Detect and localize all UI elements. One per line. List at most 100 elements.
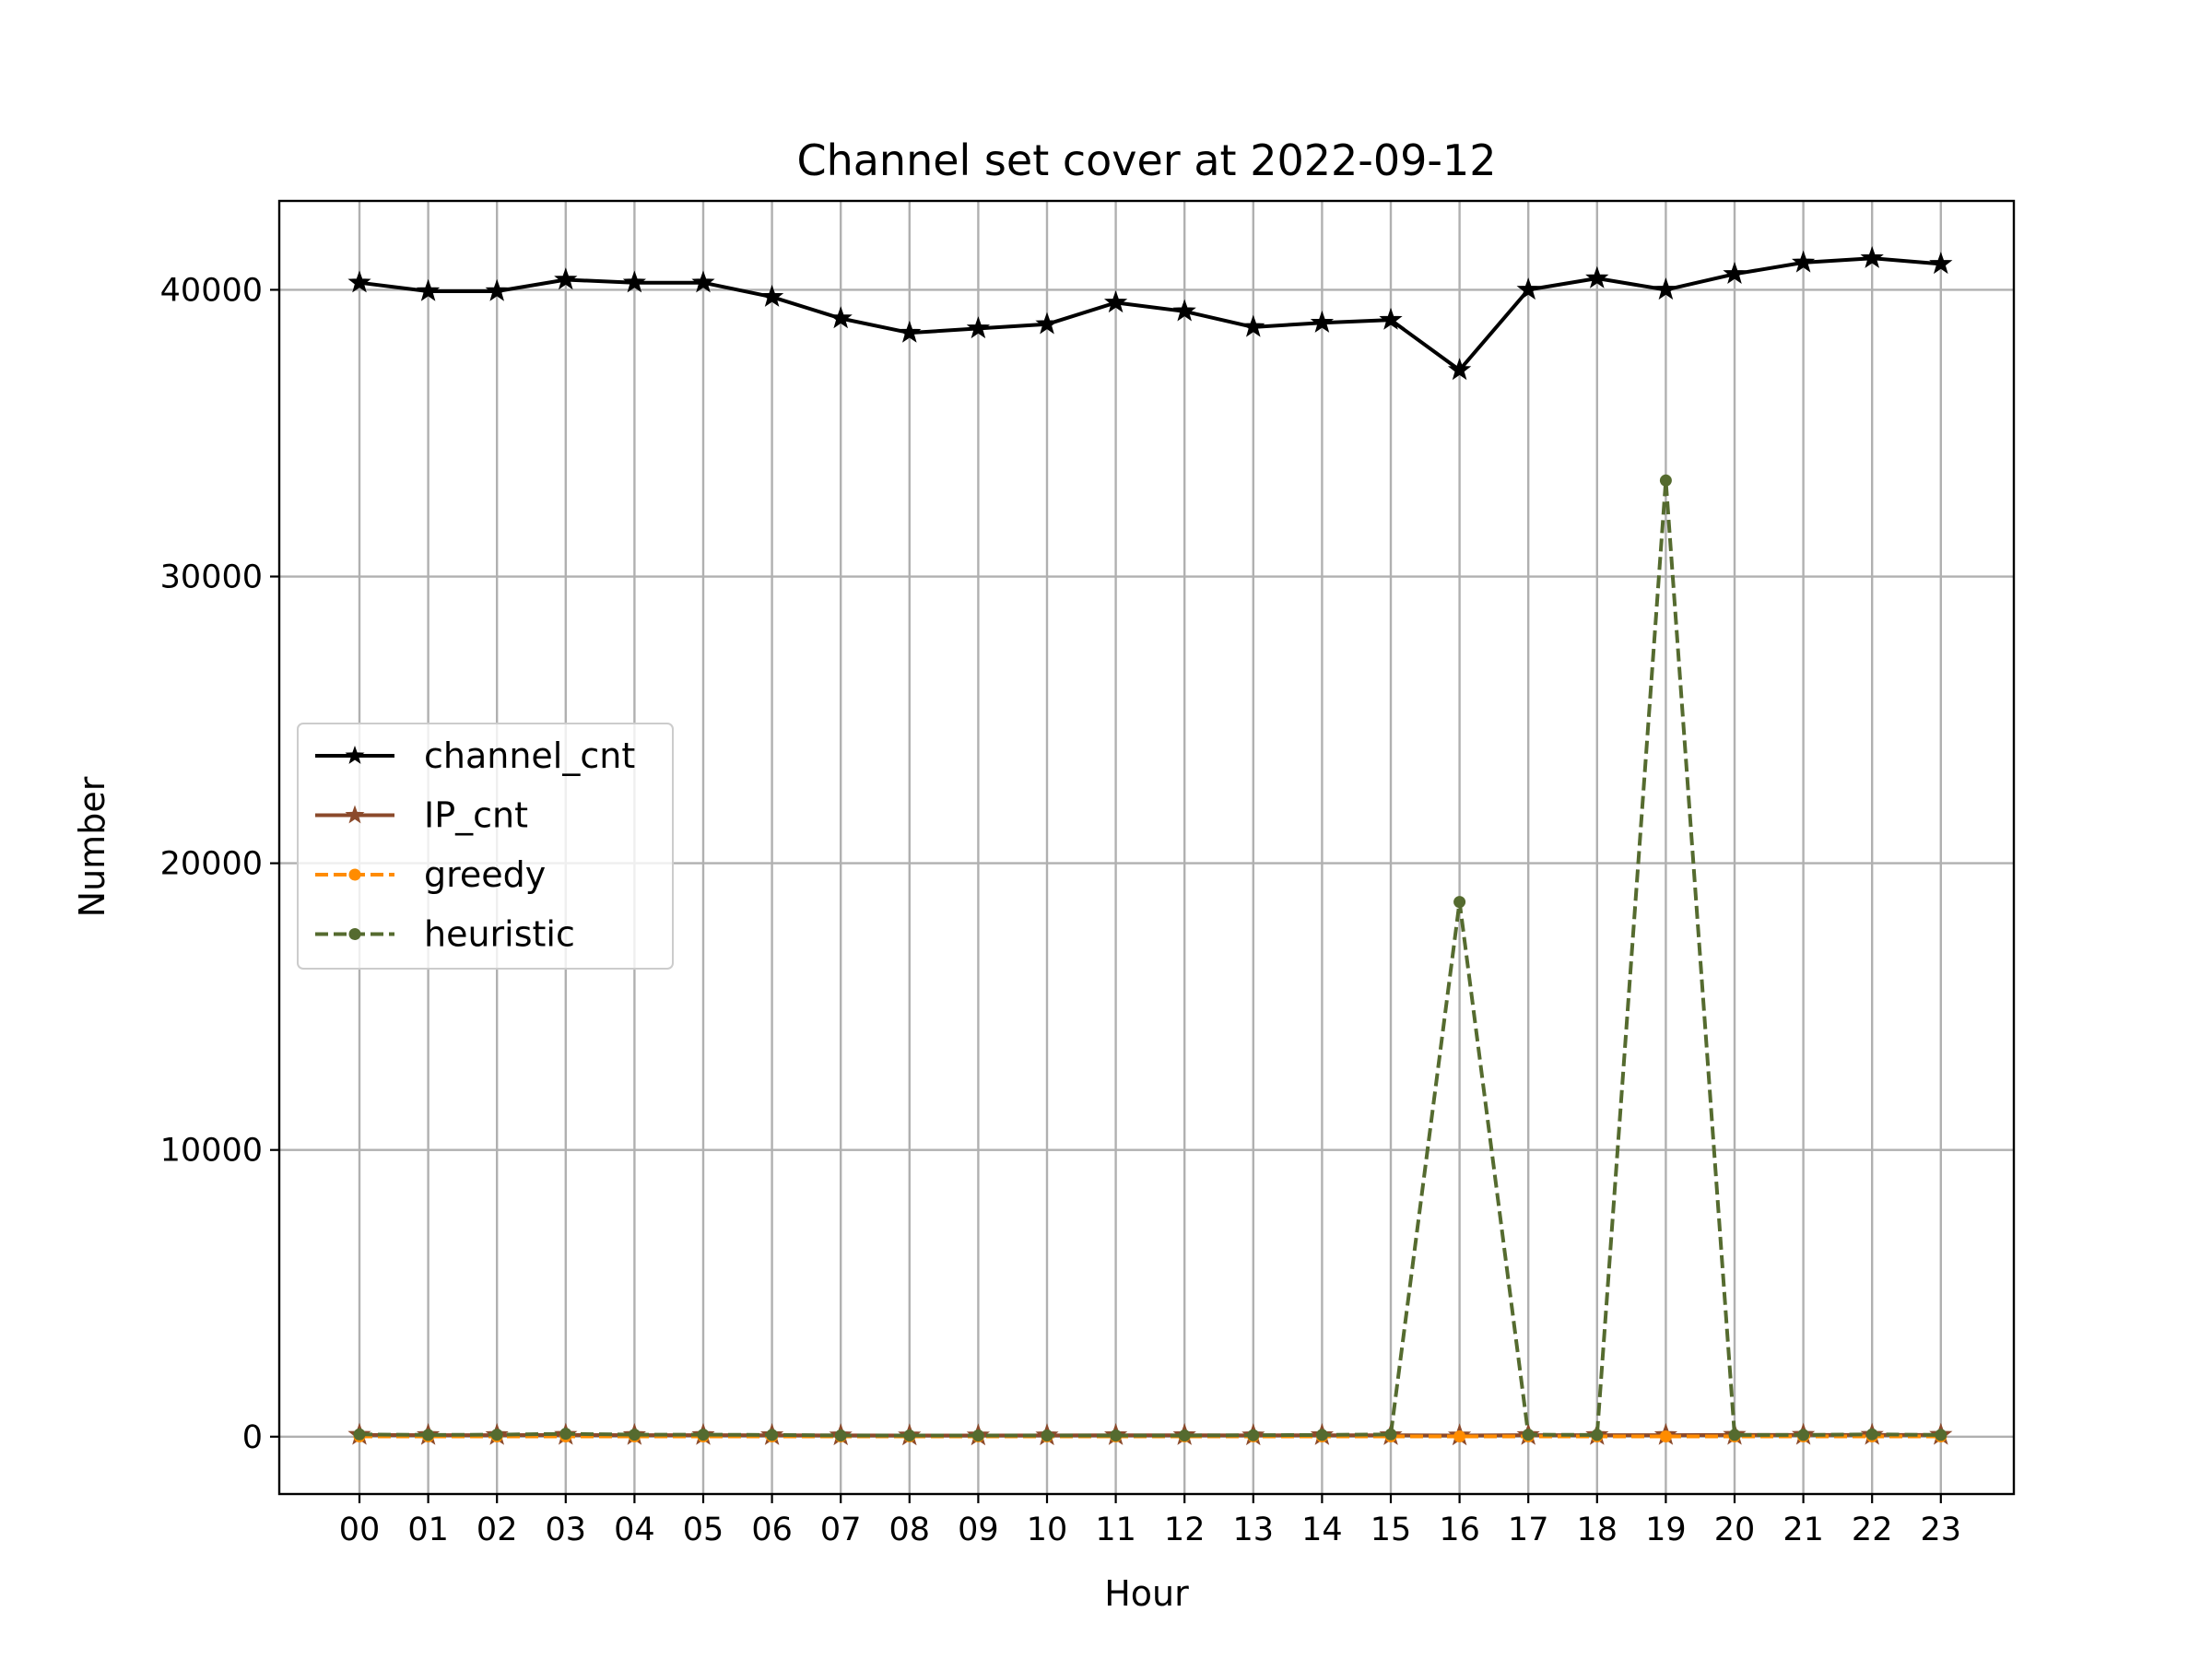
data-point [1453,1430,1466,1442]
x-tick-label: 09 [958,1512,999,1548]
legend-item-channel_cnt: channel_cnt [315,735,635,776]
data-point [1110,1430,1123,1442]
legend-marker [348,928,361,940]
x-tick-label: 18 [1577,1512,1618,1548]
x-tick-label: 16 [1439,1512,1480,1548]
x-tick-label: 04 [614,1512,655,1548]
x-tick-label: 20 [1714,1512,1756,1548]
x-tick-label: 19 [1645,1512,1687,1548]
data-point [759,284,784,307]
data-point [1103,290,1128,313]
x-tick-label: 11 [1095,1512,1136,1548]
data-point [766,1429,779,1441]
legend-label: IP_cnt [424,795,528,836]
data-point [1653,277,1678,300]
x-tick-label: 01 [407,1512,449,1548]
data-point [1728,1429,1741,1441]
y-axis-label: Number [72,776,112,917]
legend-label: heuristic [424,914,575,955]
x-axis-label: Hour [1104,1573,1189,1614]
legend-label: channel_cnt [424,735,635,776]
legend-box [297,723,674,970]
data-point [1379,307,1403,330]
data-point [903,1430,916,1442]
grid [279,201,2014,1494]
x-tick-label: 15 [1371,1512,1412,1548]
series-line-IP_cnt [359,1432,1941,1438]
legend-item-IP_cnt: IP_cnt [315,795,528,836]
x-tick-label: 05 [683,1512,724,1548]
data-point [416,278,441,301]
data-point [1792,250,1816,273]
data-point [1865,1428,1878,1441]
data-point [490,1429,503,1441]
y-tick-label: 10000 [160,1133,263,1170]
data-point [898,320,922,343]
data-point [1172,299,1196,322]
data-point [1035,312,1059,335]
x-tick-label: 10 [1027,1512,1068,1548]
data-point [353,1428,366,1441]
data-point [1041,1430,1053,1442]
y-tick-label: 0 [242,1419,263,1456]
y-tick-label: 20000 [160,846,263,883]
x-tick-label: 03 [546,1512,587,1548]
data-point [1447,358,1472,381]
data-point [628,1429,641,1441]
data-point [691,270,715,293]
data-point [559,1428,572,1441]
data-point [1310,310,1335,333]
chart-title: Channel set cover at 2022-09-12 [796,135,1496,185]
data-point [1384,1428,1397,1441]
x-tick-label: 21 [1783,1512,1824,1548]
x-tick-label: 14 [1301,1512,1343,1548]
data-point [422,1429,435,1441]
x-tick-label: 17 [1508,1512,1549,1548]
data-point [1178,1430,1191,1442]
y-tick-label: 30000 [160,559,263,596]
data-point [1522,1429,1535,1441]
data-point [834,1430,847,1442]
x-tick-label: 22 [1852,1512,1893,1548]
series-channel_cnt [347,245,1953,381]
data-point [1585,265,1609,288]
series-line-channel_cnt [359,256,1941,372]
data-point [971,1430,984,1442]
x-tick-label: 06 [751,1512,793,1548]
data-point [829,306,853,329]
series-heuristic [353,474,1947,1442]
data-point [1935,1429,1947,1441]
x-tick-label: 12 [1164,1512,1206,1548]
series-layer [347,245,1953,1446]
data-point [1453,896,1466,909]
ticks: 00 01 02 03 04 05 06 07 08 09 10 11 12 13 14 15 16 17 18 19… [160,272,1961,1548]
data-point [622,270,646,293]
legend-marker [348,868,361,881]
data-point [1591,1429,1604,1441]
data-point [1659,1430,1672,1442]
series-line-heuristic [359,478,1941,1438]
data-point [1315,1429,1328,1441]
legend-item-greedy: greedy [315,854,546,895]
data-point [554,267,578,290]
data-point [347,270,371,293]
y-tick-label: 40000 [160,272,263,309]
legend-label: greedy [424,854,546,895]
legend-item-heuristic: heuristic [315,914,575,955]
legend-marker [345,805,365,824]
x-tick-label: 07 [820,1512,862,1548]
x-tick-label: 13 [1233,1512,1275,1548]
x-tick-label: 02 [477,1512,518,1548]
data-point [1860,245,1884,268]
data-point [485,278,509,301]
data-point [1659,474,1672,487]
data-point [1929,252,1953,275]
data-point [1797,1429,1810,1441]
data-point [1241,314,1265,337]
plot-frame [277,199,2016,1496]
data-point [1723,262,1747,284]
legend-marker [345,746,365,764]
x-tick-label: 08 [889,1512,931,1548]
